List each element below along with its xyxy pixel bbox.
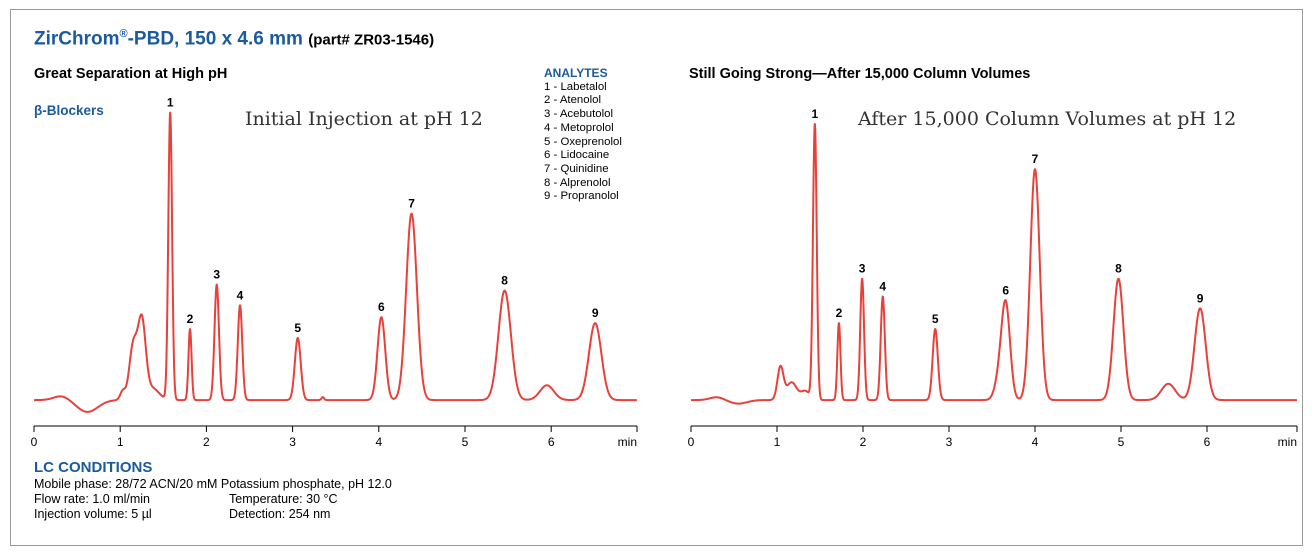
left-chart-subtitle: Great Separation at High pH	[34, 66, 228, 82]
right-peak-label: 7	[1032, 152, 1039, 166]
right-x-tick-label: 3	[946, 435, 953, 449]
left-x-tick-label: 5	[462, 435, 469, 449]
right-x-tick-label: 6	[1204, 435, 1211, 449]
right-peak-label: 4	[879, 279, 886, 293]
analyte-item: 5 - Oxeprenolol	[544, 135, 622, 148]
right-x-tick-label: 5	[1118, 435, 1125, 449]
left-x-tick-label: 4	[375, 435, 382, 449]
flow-rate-text: Flow rate: 1.0 ml/min	[34, 492, 151, 506]
left-x-tick-label: 0	[31, 435, 38, 449]
left-chromatogram-trace	[33, 111, 638, 413]
analyte-item: 6 - Lidocaine	[544, 149, 610, 162]
lc-conditions: LC CONDITIONS Mobile phase: 28/72 ACN/20…	[34, 458, 392, 522]
analyte-item: 1 - Labetalol	[544, 80, 607, 93]
analyte-item: 3 - Acebutolol	[544, 108, 614, 121]
left-peak-label: 2	[187, 312, 194, 326]
right-peak-label: 6	[1002, 283, 1009, 297]
left-peak-label: 3	[213, 268, 220, 282]
figure-frame	[10, 9, 1303, 546]
left-peak-label: 9	[592, 306, 599, 320]
left-peak-label: 8	[501, 274, 508, 288]
left-x-tick-label: 1	[117, 435, 124, 449]
right-peak-label: 2	[836, 306, 843, 320]
right-peak-label: 8	[1115, 262, 1122, 276]
right-peak-label: 3	[859, 262, 866, 276]
right-x-tick-label: 0	[688, 435, 695, 449]
left-x-tick-label: 6	[548, 435, 555, 449]
analyte-item: 2 - Atenolol	[544, 94, 601, 107]
left-peak-label: 1	[167, 96, 174, 110]
right-chromatogram-trace	[690, 123, 1298, 405]
lc-conditions-title: LC CONDITIONS	[34, 459, 153, 476]
analyte-item: 9 - Propranolol	[544, 190, 619, 203]
right-x-axis-unit: min	[1278, 435, 1297, 449]
compound-class-label: β-Blockers	[34, 103, 104, 118]
part-number: (part# ZR03-1546)	[308, 31, 435, 49]
right-peak-label: 1	[811, 107, 818, 121]
left-x-axis-unit: min	[618, 435, 637, 449]
left-peak-label: 7	[408, 197, 415, 211]
right-chart-subtitle: Still Going Strong—After 15,000 Column V…	[689, 66, 1031, 82]
right-chart-annotation: After 15,000 Column Volumes at pH 12	[858, 108, 1237, 130]
analytes-title: ANALYTES	[544, 66, 608, 80]
analytes-legend: ANALYTES 1 - Labetalol 2 - Atenolol 3 - …	[544, 66, 622, 204]
figure-title: ZirChrom®-PBD, 150 x 4.6 mm (part# ZR03-…	[34, 28, 435, 50]
detection-text: Detection: 254 nm	[229, 507, 331, 521]
right-x-tick-label: 4	[1032, 435, 1039, 449]
injection-volume-text: Injection volume: 5 µl	[34, 507, 152, 521]
left-x-tick-label: 3	[289, 435, 296, 449]
analyte-item: 8 - Alprenolol	[544, 176, 611, 189]
temperature-text: Temperature: 30 °C	[229, 492, 338, 506]
left-peak-label: 4	[237, 288, 244, 302]
analyte-item: 7 - Quinidine	[544, 162, 609, 175]
left-peak-label: 5	[294, 321, 301, 335]
left-chart-annotation: Initial Injection at pH 12	[245, 108, 483, 130]
left-peak-label: 6	[378, 300, 385, 314]
left-x-tick-label: 2	[203, 435, 210, 449]
mobile-phase-text: Mobile phase: 28/72 ACN/20 mM Potassium …	[34, 477, 392, 491]
right-peak-label: 5	[932, 312, 939, 326]
right-x-tick-label: 2	[860, 435, 867, 449]
analyte-item: 4 - Metoprolol	[544, 121, 614, 134]
right-x-tick-label: 1	[774, 435, 781, 449]
right-peak-label: 9	[1197, 291, 1204, 305]
